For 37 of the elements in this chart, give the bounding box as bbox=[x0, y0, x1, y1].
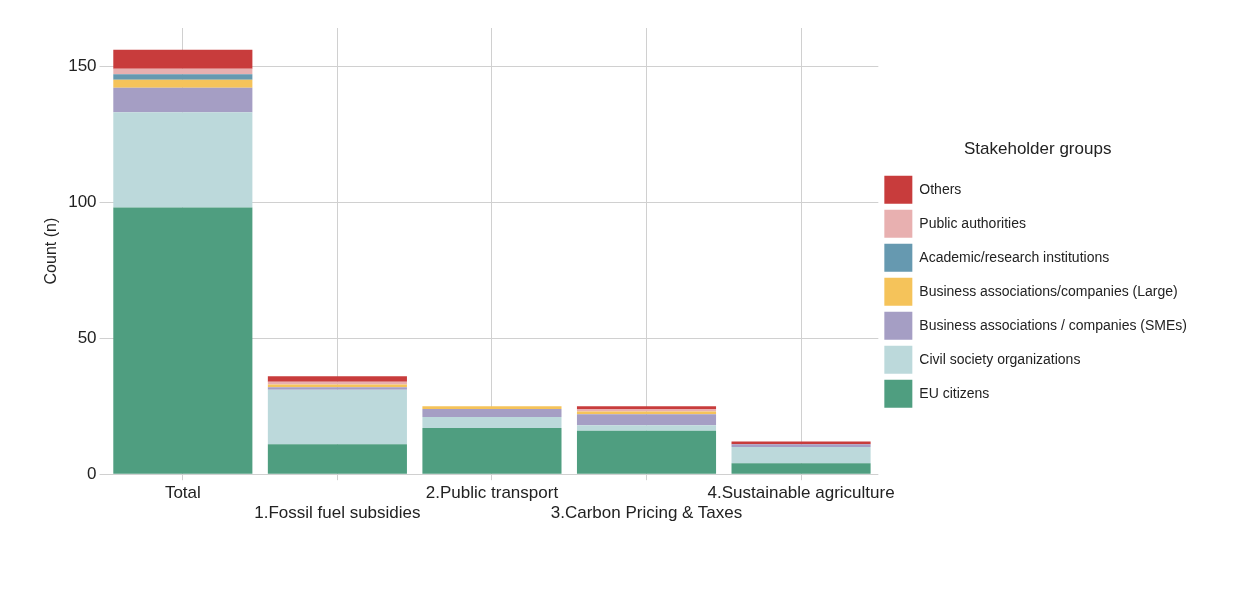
bar bbox=[113, 74, 253, 80]
bar bbox=[113, 79, 253, 88]
y-tick-label: 0 bbox=[87, 463, 97, 483]
x-tick-label: 3.Carbon Pricing & Taxes bbox=[550, 503, 743, 523]
legend-label: Business associations / companies (SMEs) bbox=[919, 316, 1188, 333]
bar bbox=[422, 417, 562, 428]
bar bbox=[731, 446, 871, 464]
legend-label: Public authorities bbox=[919, 214, 1026, 231]
bar bbox=[113, 49, 253, 69]
bar bbox=[422, 427, 562, 474]
bar bbox=[113, 68, 253, 75]
bar bbox=[422, 408, 562, 418]
legend-title: Stakeholder groups bbox=[963, 139, 1112, 159]
y-tick-label: 100 bbox=[68, 191, 97, 211]
legend-label: EU citizens bbox=[919, 384, 990, 401]
bar bbox=[113, 207, 253, 474]
bar bbox=[267, 389, 407, 445]
bar bbox=[731, 463, 871, 474]
legend-label: Others bbox=[919, 180, 962, 197]
bar bbox=[267, 376, 407, 382]
legend-label: Civil society organizations bbox=[919, 350, 1081, 367]
y-tick-label: 50 bbox=[77, 327, 97, 347]
x-tick-label: 2.Public transport bbox=[425, 483, 559, 503]
x-tick-label: Total bbox=[164, 483, 201, 503]
bar bbox=[422, 406, 562, 409]
y-tick-label: 150 bbox=[68, 55, 97, 75]
bar bbox=[113, 87, 253, 113]
x-tick-label: 1.Fossil fuel subsidies bbox=[254, 503, 421, 523]
bar bbox=[576, 430, 717, 474]
legend-label: Academic/research institutions bbox=[919, 248, 1110, 265]
x-tick-label: 4.Sustainable agriculture bbox=[707, 483, 895, 503]
y-axis-title: Count (n) bbox=[42, 217, 60, 285]
bar bbox=[267, 444, 407, 474]
bar bbox=[576, 425, 717, 431]
bar bbox=[576, 414, 717, 426]
legend-label: Business associations/companies (Large) bbox=[919, 282, 1178, 299]
bar bbox=[113, 112, 253, 208]
